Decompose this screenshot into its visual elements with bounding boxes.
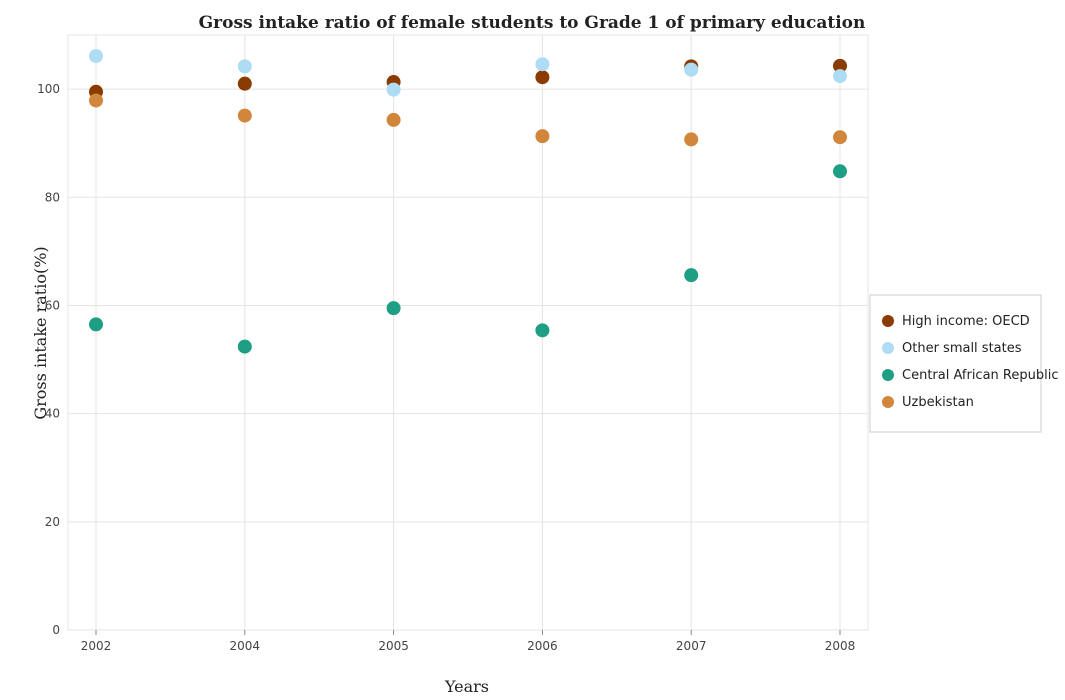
legend: High income: OECD Other small states Centr… <box>869 294 1058 433</box>
data-point <box>535 57 550 72</box>
x-tick-label: 2006 <box>527 639 558 653</box>
data-point <box>386 82 401 97</box>
plot-frame <box>67 34 869 631</box>
data-point <box>535 129 550 144</box>
y-tick-label: 80 <box>45 190 60 204</box>
legend-label: Other small states <box>902 341 1022 356</box>
data-point <box>237 59 252 74</box>
legend-label: Central African Republic <box>902 368 1058 383</box>
data-point <box>833 58 847 73</box>
y-tick-label: 60 <box>45 298 60 312</box>
chart-title: Gross intake ratio of female students to… <box>199 13 866 33</box>
data-point <box>535 70 550 85</box>
data-point <box>237 76 252 91</box>
x-tick-label: 2007 <box>676 639 707 653</box>
y-tick-label: 40 <box>45 407 60 421</box>
data-point <box>684 62 699 77</box>
legend-marker <box>882 315 894 327</box>
grid <box>67 34 869 631</box>
data-point <box>684 132 699 147</box>
legend-label: Uzbekistan <box>902 395 974 410</box>
data-point <box>833 69 847 84</box>
legend-marker <box>882 396 894 408</box>
data-point <box>386 112 401 127</box>
x-tick-label: 2004 <box>230 639 261 653</box>
y-tick-label: 0 <box>52 623 60 637</box>
axes: 0 20 40 60 80 100 2002 2004 2005 2006 2007 2008 <box>37 82 855 653</box>
data-point <box>833 130 847 145</box>
data-point <box>237 339 252 354</box>
data-point <box>684 268 699 283</box>
x-tick-label: 2002 <box>81 639 112 653</box>
data-point <box>89 317 103 332</box>
y-tick-label: 20 <box>45 515 60 529</box>
data-point <box>89 49 103 64</box>
legend-marker <box>882 342 894 354</box>
legend-box <box>869 294 1042 433</box>
data-points <box>89 49 847 354</box>
y-axis-label: Gross intake ratio(%) <box>31 246 50 419</box>
legend-marker <box>882 369 894 381</box>
x-tick-label: 2008 <box>825 639 856 653</box>
data-point <box>535 323 550 338</box>
data-point <box>237 108 252 123</box>
data-point <box>89 93 103 108</box>
data-point <box>833 164 847 179</box>
y-tick-label: 100 <box>37 82 60 96</box>
x-axis-label: Years <box>444 677 489 696</box>
data-point <box>386 301 401 316</box>
legend-label: High income: OECD <box>902 314 1030 329</box>
x-tick-label: 2005 <box>378 639 409 653</box>
